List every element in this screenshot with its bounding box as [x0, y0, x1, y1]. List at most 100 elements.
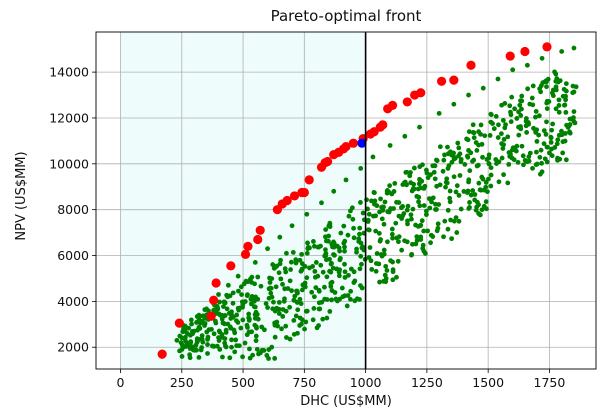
population-point — [249, 274, 255, 280]
population-point — [567, 130, 573, 136]
population-point — [505, 134, 511, 140]
population-point — [213, 320, 219, 326]
population-point — [240, 317, 246, 323]
population-point — [441, 234, 446, 240]
population-point — [474, 147, 480, 153]
population-point — [302, 326, 307, 332]
population-point — [366, 211, 372, 217]
population-point — [467, 200, 472, 205]
population-point — [453, 189, 459, 195]
population-point — [200, 339, 206, 345]
population-point — [418, 185, 424, 191]
population-point — [318, 262, 324, 268]
population-point — [422, 183, 428, 189]
population-point — [365, 219, 371, 224]
population-point — [433, 207, 438, 212]
population-point — [484, 206, 489, 212]
population-point — [411, 186, 416, 191]
population-point — [499, 155, 505, 161]
population-point — [387, 183, 393, 189]
population-point — [393, 220, 399, 226]
population-point — [560, 150, 566, 156]
population-point — [317, 306, 323, 312]
population-point — [354, 296, 360, 302]
population-point — [216, 311, 222, 317]
population-point — [253, 309, 259, 315]
population-point — [290, 250, 296, 255]
population-point — [553, 71, 559, 77]
population-point — [221, 299, 227, 305]
population-point — [501, 142, 506, 148]
population-point — [284, 335, 289, 340]
population-point — [430, 234, 436, 239]
population-point — [225, 294, 231, 300]
population-point — [254, 346, 260, 352]
population-point — [553, 84, 559, 90]
population-point — [324, 315, 330, 321]
population-point — [246, 311, 252, 317]
population-point — [322, 284, 327, 290]
population-point — [320, 269, 326, 275]
population-point — [255, 274, 261, 280]
population-point — [447, 199, 453, 205]
pareto-point — [282, 195, 292, 206]
population-point — [445, 226, 451, 232]
population-point — [205, 334, 211, 340]
population-point — [562, 102, 568, 108]
pareto-point — [387, 100, 398, 110]
population-point — [413, 241, 419, 247]
population-point — [389, 231, 395, 237]
population-point — [185, 331, 190, 336]
population-point — [222, 340, 228, 346]
population-point — [526, 158, 532, 164]
population-point — [431, 169, 437, 175]
population-point — [346, 213, 352, 219]
selected-point — [357, 138, 367, 148]
population-point — [327, 268, 332, 274]
population-point — [314, 325, 320, 331]
population-point — [376, 230, 382, 236]
population-point — [337, 255, 343, 261]
population-point — [272, 334, 278, 340]
population-point — [417, 203, 423, 209]
population-point — [456, 145, 462, 151]
population-point — [295, 307, 301, 313]
population-point — [488, 119, 494, 125]
population-point — [373, 268, 379, 274]
population-point — [312, 269, 318, 274]
population-point — [357, 266, 363, 272]
population-point — [187, 346, 193, 351]
population-point — [238, 325, 244, 331]
pareto-point — [211, 278, 221, 288]
pareto-point — [449, 75, 459, 85]
population-point — [516, 132, 522, 138]
population-point — [488, 183, 494, 189]
population-point — [180, 329, 186, 335]
chart-title: Pareto-optimal front — [271, 7, 422, 25]
population-point — [511, 157, 517, 163]
population-point — [396, 200, 402, 205]
population-point — [466, 177, 472, 183]
population-point — [462, 161, 468, 167]
population-point — [304, 275, 310, 281]
population-point — [402, 133, 408, 139]
population-point — [369, 267, 375, 272]
population-point — [556, 103, 562, 108]
population-point — [506, 150, 512, 155]
pareto-point — [226, 261, 236, 271]
population-point — [216, 292, 221, 297]
population-point — [265, 305, 270, 310]
population-point — [187, 352, 193, 358]
population-point — [396, 239, 401, 245]
population-point — [377, 279, 382, 285]
population-point — [177, 348, 182, 354]
population-point — [316, 244, 322, 250]
x-axis-label: DHC (US$MM) — [300, 394, 392, 409]
population-point — [261, 348, 267, 353]
population-point — [502, 101, 508, 106]
population-point — [342, 238, 348, 244]
population-point — [559, 128, 564, 134]
population-point — [530, 83, 536, 89]
population-point — [493, 157, 499, 162]
